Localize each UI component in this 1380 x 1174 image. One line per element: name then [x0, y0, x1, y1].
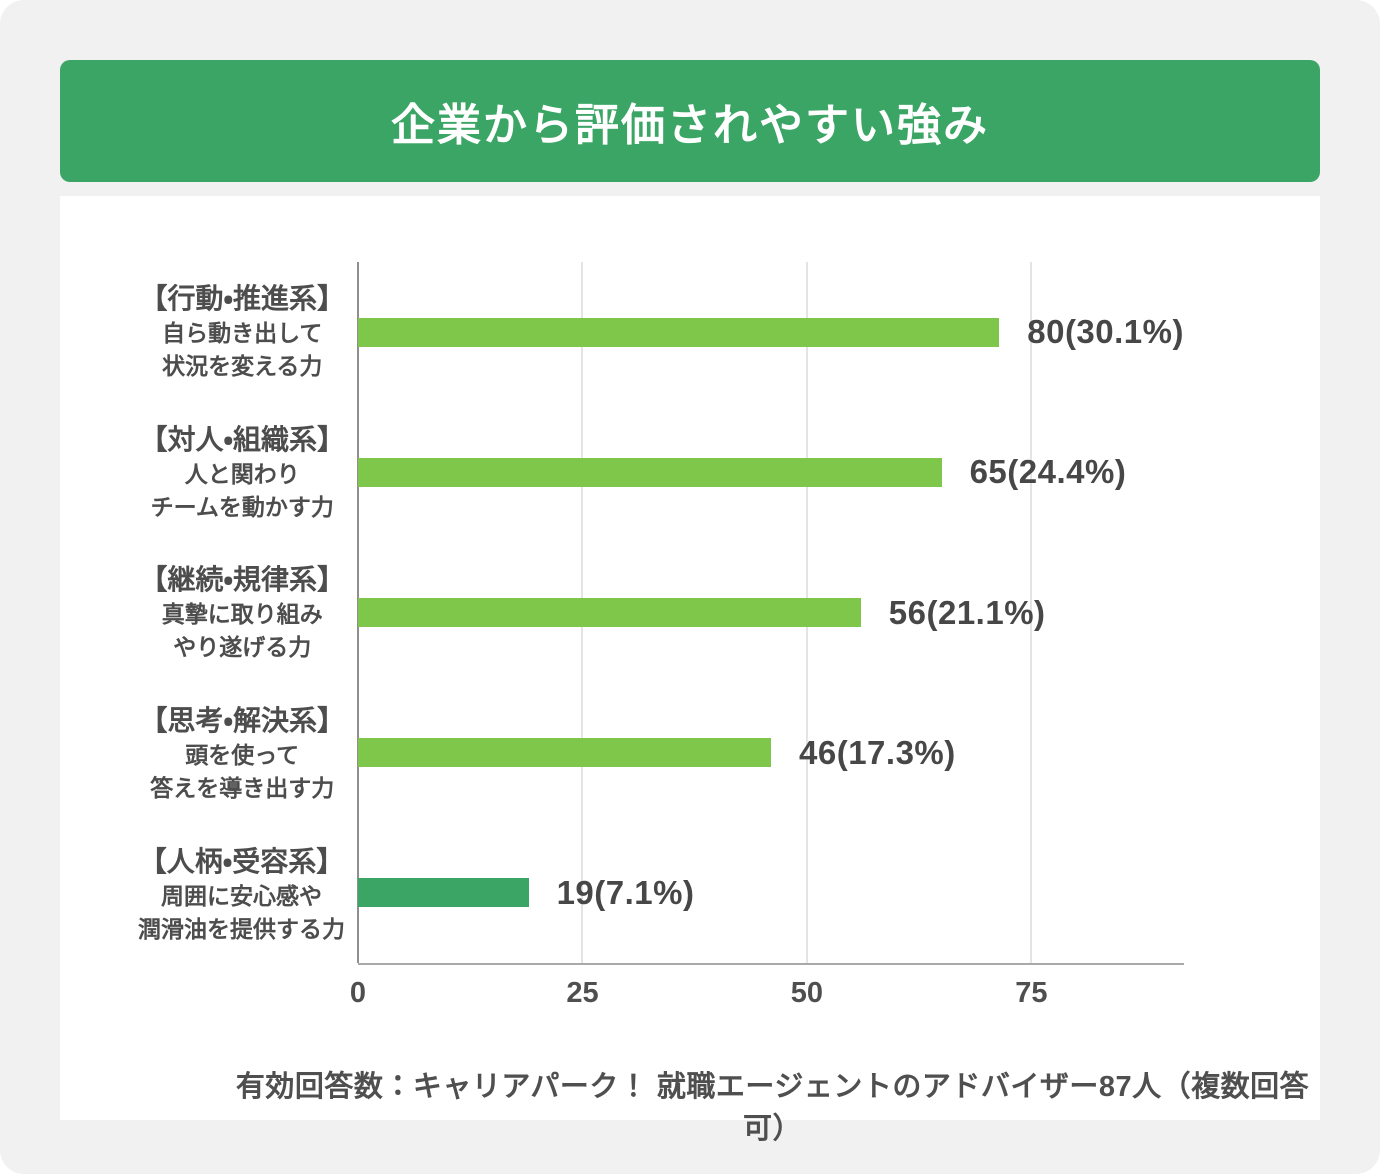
bars-layer: 80(30.1%) 65(24.4%) 56(21.1%) 46(17.3%) 19(7…	[358, 262, 1184, 963]
category-subtitle: 人と関わり	[184, 460, 300, 487]
bar-value-label: 19(7.1%)	[556, 873, 695, 911]
x-tick-label-25: 25	[566, 977, 599, 1009]
bar-value-label: 80(30.1%)	[1027, 313, 1184, 351]
category-label: 【対人・組織系】人と関わりチームを動かす力	[60, 403, 345, 544]
category-label-text: 【人柄・受容系】周囲に安心感や 潤滑油を提供する力	[138, 844, 345, 946]
category-title: 【継続・規律系】	[139, 564, 345, 596]
category-label-text: 【思考・解決系】頭を使って答えを導き出す力	[139, 703, 345, 805]
category-title: 【対人・組織系】	[139, 423, 345, 455]
category-title: 【思考・解決系】	[139, 705, 345, 737]
category-title: 【行動・推進系】	[139, 283, 345, 315]
x-tick-label-50: 50	[790, 977, 824, 1009]
plot-area: 80(30.1%) 65(24.4%) 56(21.1%) 46(17.3%) 19(7…	[357, 262, 1184, 965]
x-tick-label-75: 75	[1015, 977, 1048, 1009]
chart-title: 企業から評価されやすい強み	[391, 101, 989, 150]
bar-row: 80(30.1%)	[358, 262, 1184, 402]
bar-chart: 【行動・推進系】自ら動き出して 状況を変える力【対人・組織系】人と関わりチームを動…	[60, 262, 1320, 965]
category-subtitle: 真摯に取り組み	[161, 601, 323, 628]
bar-row: 56(21.1%)	[358, 542, 1184, 682]
bar-row: 65(24.4%)	[358, 402, 1184, 542]
x-tick-label-0: 0	[349, 977, 367, 1009]
category-labels-column: 【行動・推進系】自ら動き出して 状況を変える力【対人・組織系】人と関わりチームを動…	[60, 262, 358, 965]
x-axis: 0 25 50 75	[350, 965, 1184, 1013]
category-label-text: 【継続・規律系】真摯に取り組み やり遂げる力	[139, 562, 345, 664]
category-label-text: 【対人・組織系】人と関わりチームを動かす力	[139, 422, 345, 524]
category-label: 【人柄・受容系】周囲に安心感や 潤滑油を提供する力	[60, 824, 345, 965]
bar	[358, 457, 942, 487]
bar	[358, 317, 1000, 347]
title-banner: 企業から評価されやすい強み	[60, 60, 1320, 182]
category-label: 【継続・規律系】真摯に取り組み やり遂げる力	[60, 543, 345, 684]
category-label: 【思考・解決系】頭を使って答えを導き出す力	[60, 684, 345, 825]
category-subtitle: チームを動かす力	[150, 493, 334, 520]
footnote: 有効回答数：キャリアパーク！ 就職エージェントのアドバイザー87人（複数回答可）	[235, 1071, 1310, 1145]
bar-value-label: 56(21.1%)	[888, 593, 1046, 631]
category-subtitle: 答えを導き出す力	[150, 775, 335, 802]
category-subtitle: 周囲に安心感や	[161, 882, 322, 909]
bar	[358, 878, 529, 908]
category-subtitle: やり遂げる力	[173, 634, 312, 661]
category-label: 【行動・推進系】自ら動き出して 状況を変える力	[60, 262, 345, 403]
bar	[358, 738, 771, 768]
category-label-text: 【行動・推進系】自ら動き出して 状況を変える力	[139, 281, 345, 383]
gridline-75	[1030, 262, 1033, 963]
bar-row: 46(17.3%)	[358, 683, 1184, 823]
bar-value-label: 46(17.3%)	[799, 733, 956, 771]
category-subtitle: 頭を使って	[185, 742, 300, 769]
category-subtitle: 状況を変える力	[162, 353, 323, 380]
bar	[358, 598, 861, 627]
chart-card: 【行動・推進系】自ら動き出して 状況を変える力【対人・組織系】人と関わりチームを動…	[60, 196, 1320, 1145]
category-subtitle: 潤滑油を提供する力	[138, 915, 345, 942]
bar-value-label: 65(24.4%)	[969, 453, 1127, 491]
category-subtitle: 自ら動き出して	[162, 320, 323, 347]
bar-row: 19(7.1%)	[358, 823, 1184, 963]
category-title: 【人柄・受容系】	[138, 845, 345, 877]
